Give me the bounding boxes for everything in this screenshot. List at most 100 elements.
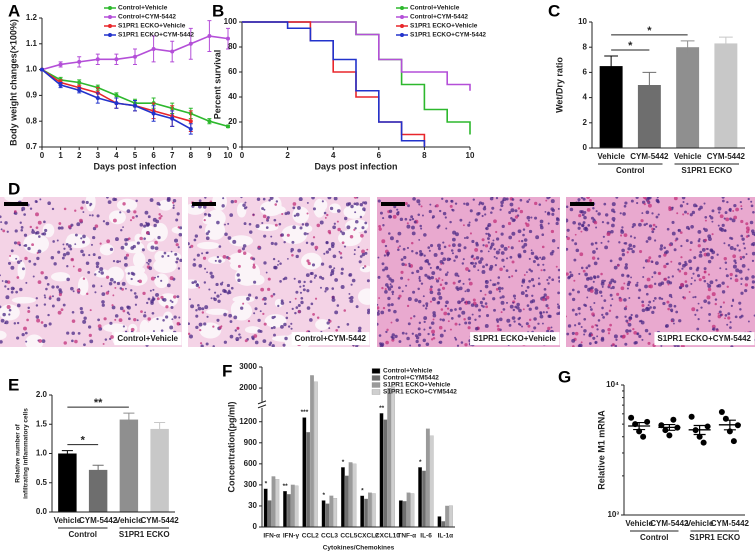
nucleus	[301, 223, 305, 226]
nucleus	[585, 266, 589, 270]
nucleus	[609, 323, 612, 327]
nucleus	[270, 326, 274, 330]
nucleus	[524, 293, 529, 298]
point	[133, 103, 137, 108]
nucleus	[505, 301, 509, 304]
nucleus	[311, 197, 315, 200]
nucleus	[139, 223, 144, 227]
nucleus	[36, 256, 40, 261]
nucleus	[572, 345, 575, 347]
nucleus	[726, 323, 729, 326]
nucleus	[516, 302, 520, 307]
error-bar	[693, 424, 706, 436]
nucleus	[648, 332, 652, 336]
nucleus	[584, 227, 589, 232]
nucleus	[443, 245, 447, 249]
nucleus	[379, 211, 383, 215]
nucleus	[215, 282, 219, 287]
nucleus	[247, 319, 251, 323]
nucleus	[609, 293, 613, 297]
nucleus	[586, 197, 591, 199]
nucleus	[284, 212, 288, 216]
nucleus	[517, 317, 521, 321]
nucleus	[171, 318, 174, 321]
nucleus	[357, 246, 360, 249]
nucleus	[542, 263, 545, 266]
nucleus	[273, 218, 277, 222]
point	[95, 57, 100, 62]
nucleus	[156, 297, 160, 301]
nucleus	[91, 214, 94, 217]
nucleus	[222, 254, 227, 259]
legend-marker	[108, 24, 112, 28]
nucleus	[295, 306, 299, 309]
nucleus	[13, 210, 17, 213]
nucleus	[701, 247, 706, 252]
nucleus	[500, 232, 504, 236]
nucleus	[80, 237, 83, 240]
nucleus	[193, 280, 197, 284]
nucleus	[454, 336, 457, 339]
nucleus	[248, 293, 252, 297]
nucleus	[291, 307, 294, 311]
nucleus	[364, 230, 367, 234]
nucleus	[487, 224, 490, 228]
nucleus	[623, 282, 626, 285]
error-bar	[723, 419, 736, 431]
bar	[344, 475, 349, 528]
nucleus	[89, 204, 92, 207]
nucleus	[378, 297, 381, 300]
nucleus	[406, 224, 411, 229]
alveolus	[230, 259, 255, 272]
nucleus	[359, 203, 363, 207]
nucleus	[463, 236, 466, 239]
nucleus	[407, 297, 412, 301]
nucleus	[282, 343, 286, 347]
nucleus	[430, 275, 435, 280]
nucleus	[485, 263, 489, 267]
nucleus	[464, 321, 468, 325]
nucleus	[503, 246, 508, 251]
nucleus	[600, 241, 603, 244]
nucleus	[399, 245, 401, 248]
nucleus	[630, 313, 633, 317]
nucleus	[503, 265, 506, 268]
nucleus	[495, 250, 500, 255]
nucleus	[339, 251, 343, 255]
nucleus	[583, 211, 587, 214]
nucleus	[396, 208, 399, 211]
y-axis-label: Relative number of	[15, 423, 22, 482]
nucleus	[731, 218, 736, 223]
nucleus	[740, 283, 743, 285]
nucleus	[495, 257, 498, 260]
nucleus	[41, 232, 44, 236]
nucleus	[472, 298, 476, 302]
nucleus	[244, 339, 248, 343]
y-tick-label: 10	[578, 17, 587, 26]
nucleus	[697, 207, 701, 211]
nucleus	[596, 335, 599, 338]
nucleus	[462, 224, 465, 227]
nucleus	[236, 339, 238, 342]
nucleus	[147, 317, 151, 321]
nucleus	[696, 274, 701, 278]
nucleus	[331, 295, 335, 299]
nucleus	[743, 247, 746, 250]
nucleus	[423, 254, 426, 257]
nucleus	[444, 273, 448, 277]
nucleus	[710, 249, 714, 253]
scale-bar	[570, 202, 594, 206]
nucleus	[381, 239, 386, 244]
significance-label: *	[361, 488, 364, 495]
nucleus	[535, 256, 538, 259]
error-bar	[154, 421, 166, 436]
nucleus	[734, 278, 739, 283]
bar	[302, 417, 307, 528]
nucleus	[706, 252, 710, 257]
x-tick-label: 2	[77, 151, 82, 160]
nucleus	[19, 221, 22, 224]
y-tick-label: 2.0	[36, 390, 48, 399]
nucleus	[23, 244, 26, 247]
nucleus	[32, 275, 35, 278]
nucleus	[470, 261, 474, 265]
